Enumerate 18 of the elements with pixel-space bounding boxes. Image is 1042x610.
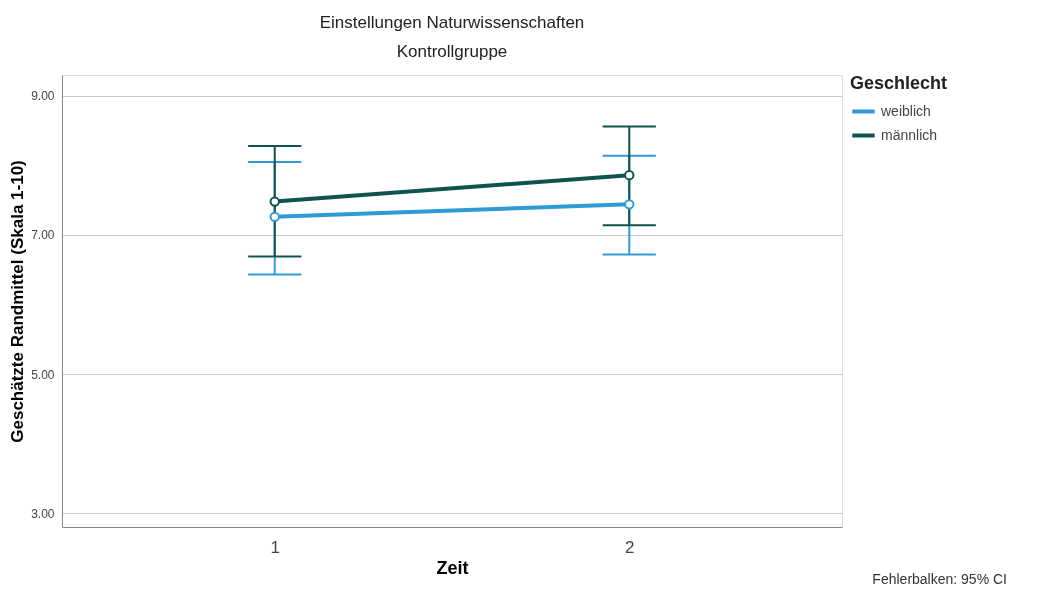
y-tick-label: 5.00: [31, 367, 55, 382]
y-tick-label: 3.00: [31, 506, 55, 521]
y-tick-label: 9.00: [31, 89, 55, 104]
point: [269, 211, 280, 223]
point: [624, 199, 635, 210]
y-axis-title: Geschätzte Randmittel (Skala 1-10): [8, 160, 28, 443]
legend-label: männlich: [881, 126, 938, 143]
chart-title: Einstellungen Naturwissenschaften: [319, 13, 585, 32]
x-tick-label: 1: [270, 537, 280, 557]
x-axis-title: Zeit: [436, 557, 469, 578]
y-tick-label: 7.00: [31, 228, 55, 243]
chart-subtitle: Kontrollgruppe: [396, 42, 508, 61]
legend-label: weiblich: [880, 102, 931, 119]
x-tick-label: 2: [625, 537, 635, 557]
text: Fehlerbalken: 95% CI: [872, 571, 1007, 587]
point: [624, 169, 635, 181]
legend-title: Geschlecht: [850, 73, 948, 93]
point: [269, 196, 280, 207]
